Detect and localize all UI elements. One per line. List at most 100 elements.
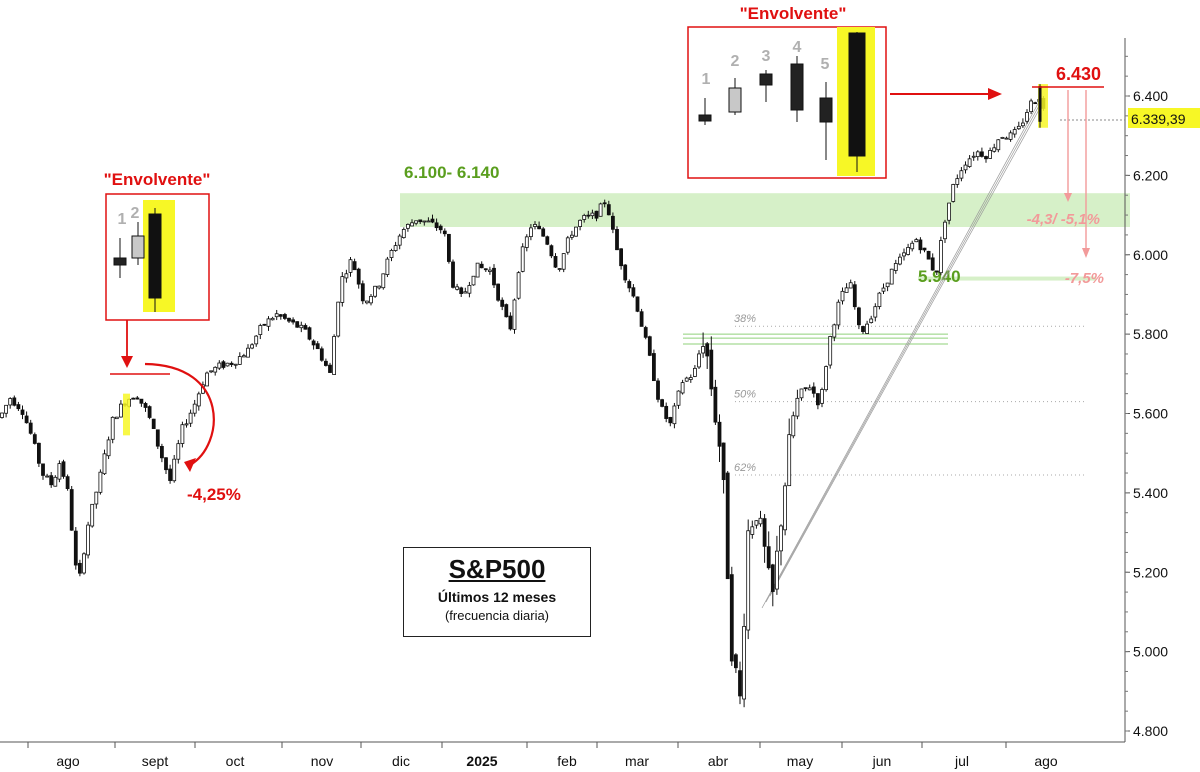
chart-title-box: S&P500 Últimos 12 meses (frecuencia diar… bbox=[403, 547, 591, 637]
candle-body bbox=[237, 356, 242, 365]
candle-body bbox=[405, 223, 410, 229]
candle bbox=[557, 268, 562, 272]
candle-body bbox=[537, 225, 541, 230]
engulfing-right-num-2: 2 bbox=[731, 53, 740, 70]
candle-body bbox=[20, 409, 25, 415]
candle bbox=[852, 281, 857, 310]
candle-body bbox=[151, 418, 156, 429]
candle bbox=[656, 378, 660, 403]
candle-body bbox=[213, 366, 218, 373]
candle-body bbox=[697, 353, 701, 368]
candle bbox=[8, 397, 13, 409]
candle-body bbox=[119, 403, 123, 418]
candle-body bbox=[262, 323, 267, 326]
candle bbox=[885, 282, 890, 292]
x-month-label: mar bbox=[625, 753, 649, 769]
candle bbox=[24, 411, 29, 424]
candle bbox=[86, 521, 90, 559]
candle-body bbox=[656, 380, 660, 400]
mini-candle-body bbox=[819, 97, 833, 123]
candle bbox=[237, 352, 242, 365]
candle-body bbox=[393, 245, 398, 251]
candle-body bbox=[844, 287, 849, 293]
candle-body bbox=[110, 416, 115, 440]
candle-body bbox=[328, 364, 332, 373]
candle bbox=[168, 464, 173, 484]
candle bbox=[102, 449, 107, 475]
candle bbox=[45, 473, 49, 478]
candle bbox=[164, 457, 168, 474]
y-tick-label: 6.000 bbox=[1133, 247, 1168, 263]
candle bbox=[832, 323, 837, 342]
candle bbox=[865, 320, 869, 334]
candle bbox=[963, 161, 968, 174]
candle-body bbox=[209, 370, 214, 373]
candle-body bbox=[1025, 112, 1029, 122]
candle-body bbox=[750, 526, 755, 535]
candle bbox=[221, 360, 226, 370]
candle-body bbox=[775, 550, 779, 590]
candle bbox=[754, 520, 759, 529]
candle-body bbox=[676, 390, 681, 406]
candle bbox=[151, 418, 156, 429]
candle-body bbox=[889, 268, 894, 285]
candle bbox=[996, 139, 1001, 153]
candle-body bbox=[1012, 129, 1017, 135]
candle bbox=[717, 414, 722, 462]
candle bbox=[119, 400, 123, 418]
candle bbox=[750, 520, 755, 539]
candle bbox=[147, 405, 152, 420]
candle-body bbox=[250, 344, 255, 349]
candle-body bbox=[553, 256, 558, 268]
candle bbox=[246, 344, 250, 358]
candle-body bbox=[963, 164, 968, 171]
trendline-0 bbox=[761, 99, 1041, 609]
candle-body bbox=[24, 415, 29, 424]
candle-body bbox=[430, 218, 435, 223]
candle bbox=[738, 661, 742, 705]
candle bbox=[381, 273, 386, 290]
candle-body bbox=[500, 299, 505, 307]
candle-body bbox=[217, 362, 222, 369]
candle bbox=[90, 503, 95, 528]
candle-body bbox=[680, 382, 685, 394]
candle bbox=[848, 279, 853, 289]
candle bbox=[795, 389, 800, 420]
candle bbox=[516, 271, 521, 300]
candle bbox=[684, 376, 689, 382]
candle bbox=[627, 279, 632, 293]
candle-body bbox=[180, 424, 185, 444]
candle-body bbox=[557, 268, 562, 270]
candle-body bbox=[631, 287, 636, 297]
candle bbox=[340, 272, 345, 307]
x-month-label: jul bbox=[954, 753, 969, 769]
candle bbox=[311, 339, 316, 350]
candle bbox=[889, 268, 894, 285]
candle-body bbox=[664, 405, 669, 419]
target-1-arrowhead bbox=[1064, 193, 1072, 202]
x-month-label: ago bbox=[56, 753, 80, 769]
candle-body bbox=[1033, 102, 1038, 105]
candle-body bbox=[922, 247, 927, 251]
candle bbox=[590, 209, 595, 220]
y-tick-label: 5.200 bbox=[1133, 564, 1168, 580]
candle bbox=[988, 147, 992, 159]
candle bbox=[459, 286, 464, 298]
candle bbox=[643, 325, 648, 340]
candle bbox=[729, 566, 734, 666]
candle bbox=[250, 343, 255, 350]
candle bbox=[360, 280, 365, 305]
candle-body bbox=[410, 222, 414, 227]
candle bbox=[209, 370, 214, 374]
candle bbox=[438, 224, 443, 234]
candle bbox=[758, 510, 763, 527]
candle-body bbox=[463, 291, 468, 294]
candle bbox=[910, 240, 915, 252]
candle-body bbox=[795, 397, 800, 417]
candle-body bbox=[893, 263, 898, 271]
candle bbox=[992, 143, 997, 153]
candle bbox=[410, 219, 414, 227]
candle-body bbox=[701, 346, 705, 354]
candle-body bbox=[770, 564, 775, 592]
candle bbox=[680, 379, 685, 395]
